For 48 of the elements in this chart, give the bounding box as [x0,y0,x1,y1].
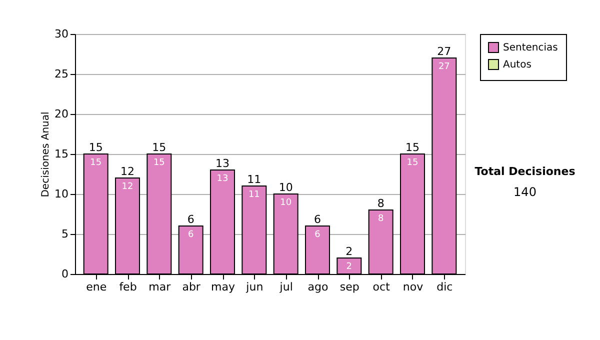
text: Total Decisiones [474,165,576,178]
data-label: 6 [188,230,194,240]
y-tick-label: 10 [54,188,68,200]
x-tick-label: oct [372,280,391,294]
y-tick-label: 15 [54,148,68,160]
x-tick-label: mar [148,280,172,294]
data-label: 12 [122,182,134,192]
x-tick-label: ene [86,280,107,294]
x-tick-label: may [211,280,236,294]
total-label: 6 [314,213,321,226]
legend-label: Autos [503,60,532,70]
text: 140 [514,185,536,199]
total-label: 13 [216,157,230,170]
data-label: 2 [346,262,352,272]
x-tick-label: nov [402,280,424,294]
total-label: 27 [437,45,452,58]
x-tick-label: feb [119,280,137,294]
data-label: 8 [378,214,384,224]
total-label: 12 [120,165,134,178]
data-label: 13 [216,174,228,184]
data-label: 11 [248,190,260,200]
total-label: 15 [406,141,420,154]
y-tick-label: 30 [54,28,68,40]
data-label: 15 [90,158,102,168]
total-label: 8 [377,197,384,210]
total-label: 15 [88,141,103,154]
y-tick-label: 20 [54,108,68,120]
x-tick-label: dic [436,280,453,294]
total-label: 10 [278,181,293,194]
data-label: 15 [153,158,165,168]
data-label: 6 [314,230,321,240]
x-tick-label: ago [308,280,328,294]
data-label: 15 [406,158,418,168]
total-label: 11 [247,173,262,186]
x-tick-label: jul [278,280,293,294]
data-label: 27 [438,62,450,72]
total-label: 2 [346,245,353,258]
total-label: 15 [152,141,166,154]
y-axis-title: Decisiones Anual [40,112,52,198]
y-tick-label: 5 [62,228,68,240]
total-label: 6 [187,213,194,226]
y-tick-label: 0 [62,268,68,280]
x-tick-label: abr [182,280,201,294]
legend-label: Sentencias [503,42,558,54]
data-label: 10 [280,198,292,208]
x-tick-label: jun [245,280,264,294]
x-tick-label: sep [340,280,360,294]
y-tick-label: 25 [54,68,68,80]
